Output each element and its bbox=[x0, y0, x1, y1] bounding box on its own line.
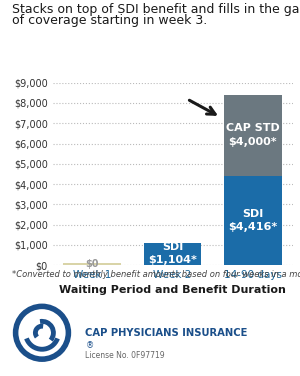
Text: SDI
$1,104*: SDI $1,104* bbox=[148, 242, 197, 265]
Bar bbox=[144, 243, 201, 265]
Text: of coverage starting in week 3.: of coverage starting in week 3. bbox=[12, 14, 207, 27]
Text: *Converted to monthly benefit amounts based on four weeks in a month.: *Converted to monthly benefit amounts ba… bbox=[12, 270, 300, 279]
Text: CAP PHYSICIANS INSURANCE: CAP PHYSICIANS INSURANCE bbox=[85, 328, 248, 338]
Bar bbox=[63, 263, 121, 265]
Text: $0: $0 bbox=[85, 259, 99, 269]
Text: ®: ® bbox=[85, 341, 94, 350]
X-axis label: Waiting Period and Benefit Duration: Waiting Period and Benefit Duration bbox=[59, 285, 286, 296]
Text: SDI
$4,416*: SDI $4,416* bbox=[228, 209, 277, 232]
Bar bbox=[224, 176, 282, 265]
Text: Stacks on top of SDI benefit and fills in the gap: Stacks on top of SDI benefit and fills i… bbox=[12, 3, 300, 16]
Bar bbox=[224, 94, 282, 176]
Text: License No. 0F97719: License No. 0F97719 bbox=[85, 351, 165, 360]
Text: CAP STD
$4,000*: CAP STD $4,000* bbox=[226, 123, 280, 147]
